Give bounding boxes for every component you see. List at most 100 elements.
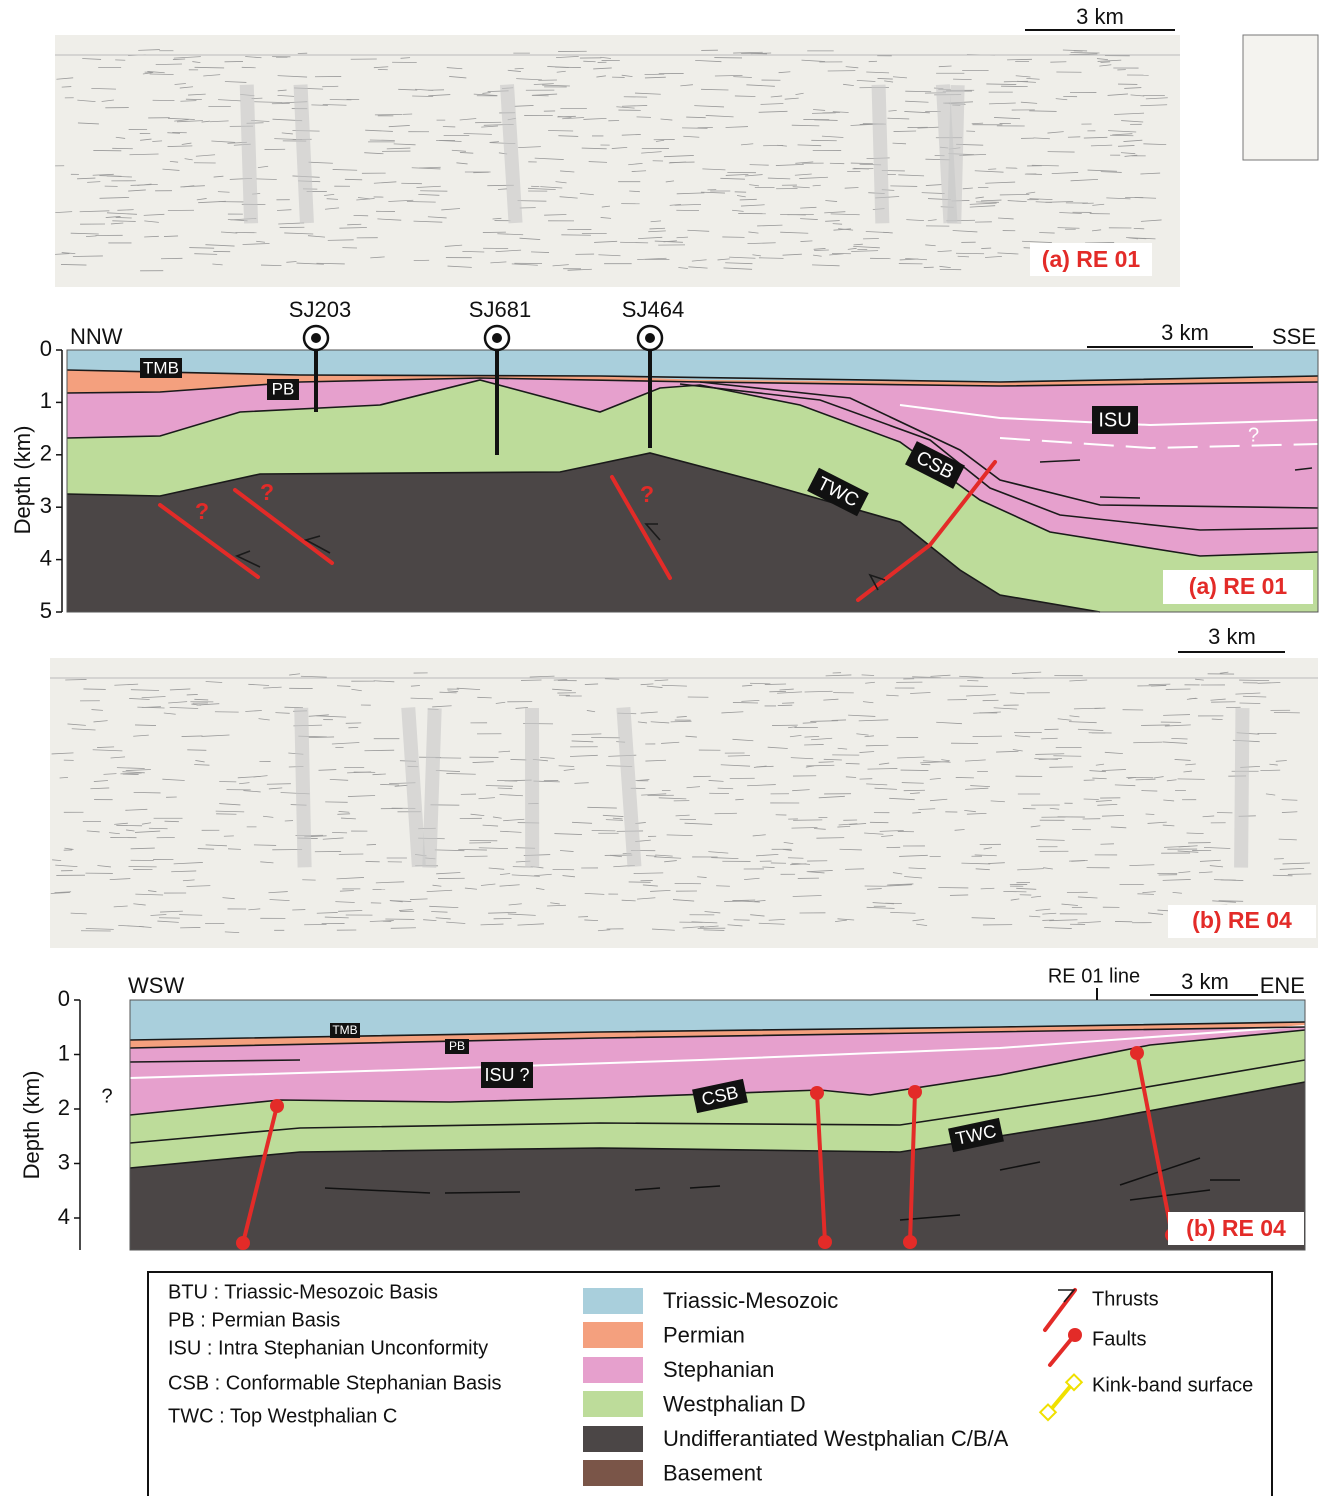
swatch: [583, 1460, 643, 1486]
tick-label: 3: [40, 493, 52, 518]
seismic-reflector: [347, 224, 361, 225]
seismic-reflector: [905, 91, 931, 92]
legend-formation: Undifferantiated Westphalian C/B/A: [663, 1426, 1009, 1451]
legend-formation: Westphalian D: [663, 1391, 806, 1416]
seismic-reflector: [1274, 712, 1300, 713]
seismic-reflector: [1273, 875, 1293, 876]
line-marker: RE 01 line: [1048, 965, 1140, 987]
tick-label: 0: [40, 336, 52, 361]
seismic-reflector: [973, 736, 1002, 737]
seismic-reflector: [1178, 779, 1205, 780]
seismic-reflector: [150, 74, 174, 75]
legend-symbol: Faults: [1092, 1328, 1146, 1350]
legend-abbreviation: TWC : Top Westphalian C: [168, 1405, 397, 1427]
unit-label: PB: [449, 1039, 465, 1053]
fault-symbol: [1068, 1328, 1082, 1342]
seismic-reflector: [73, 256, 103, 257]
scale-label: 3 km: [1208, 624, 1256, 649]
seismic-reflector: [254, 845, 276, 846]
direction-label: SSE: [1272, 324, 1316, 349]
seismic-reflector: [750, 165, 769, 166]
seismic-reflector: [477, 697, 491, 698]
seismic-reflector: [814, 250, 829, 251]
well-dot: [311, 333, 321, 343]
seismic-reflector: [901, 770, 929, 771]
seismic-reflector: [284, 707, 303, 708]
seismic-reflector: [518, 201, 547, 202]
seismic-reflector: [62, 87, 72, 88]
seismic-reflector: [322, 86, 338, 87]
seismic-reflector: [788, 858, 803, 859]
seismic-reflector: [1110, 135, 1133, 136]
panel-label: (a) RE 01: [1042, 246, 1141, 272]
seismic-reflector: [816, 838, 844, 839]
seismic-reflector: [332, 832, 347, 833]
question-mark: ?: [101, 1085, 112, 1107]
swatch: [583, 1426, 643, 1452]
unit-label: PB: [272, 379, 295, 398]
fault-end: [818, 1235, 832, 1249]
seismic-image-b: [50, 658, 1318, 948]
seismic-reflector: [866, 745, 889, 746]
section-b: [130, 1000, 1305, 1250]
seismic-reflector: [370, 140, 395, 141]
fault-end: [1130, 1046, 1144, 1060]
swatch: [583, 1322, 643, 1348]
tick-label: 2: [40, 441, 52, 466]
seismic-reflector: [367, 844, 376, 845]
legend-formation: Basement: [663, 1460, 762, 1485]
seismic-reflector: [1053, 756, 1081, 757]
well-dot: [492, 333, 502, 343]
seismic-reflector: [173, 59, 185, 60]
fault-end: [810, 1086, 824, 1100]
seismic-reflector: [179, 915, 202, 916]
seismic-reflector: [981, 248, 991, 249]
seismic-reflector: [187, 694, 198, 695]
seismic-reflector: [1288, 874, 1311, 875]
reflector: [445, 1192, 520, 1193]
unit-label: TMB: [332, 1023, 357, 1037]
legend-formation: Triassic-Mesozoic: [663, 1288, 838, 1313]
axis-title: Depth (km): [10, 426, 35, 535]
tick-label: 5: [40, 598, 52, 623]
swatch: [583, 1391, 643, 1417]
seismic-reflector: [645, 74, 665, 75]
seismic-reflector: [894, 131, 917, 132]
panel-label: (a) RE 01: [1189, 573, 1288, 599]
seismic-reflector: [1003, 891, 1026, 892]
seismic-reflector: [890, 186, 917, 187]
direction-label: ENE: [1260, 973, 1305, 998]
legend-formation: Permian: [663, 1322, 745, 1347]
tick-label: 1: [58, 1040, 70, 1065]
scale-label: 3 km: [1076, 4, 1124, 29]
direction-label: NNW: [70, 324, 123, 349]
seismic-reflector: [1084, 799, 1099, 800]
well-name: SJ203: [289, 297, 351, 322]
fault-end: [270, 1099, 284, 1113]
seismic-reflector: [261, 265, 281, 266]
legend-formation: Stephanian: [663, 1357, 774, 1382]
seismic-band: [525, 708, 539, 868]
tick-label: 3: [58, 1149, 70, 1174]
seismic-reflector: [819, 762, 834, 763]
seismic-reflector: [956, 253, 984, 254]
seismic-reflector: [769, 691, 786, 692]
direction-label: WSW: [128, 973, 184, 998]
scale-label: 3 km: [1161, 320, 1209, 345]
tick-label: 2: [58, 1095, 70, 1120]
swatch: [583, 1357, 643, 1383]
unit-label: ISU: [1098, 409, 1131, 431]
panel-label: (b) RE 04: [1186, 1215, 1286, 1241]
seismic-reflector: [759, 258, 784, 259]
seismic-reflector: [605, 679, 619, 680]
fault-end: [903, 1235, 917, 1249]
axis-title: Depth (km): [19, 1071, 44, 1180]
seismic-reflector: [646, 856, 656, 857]
scale-label: 3 km: [1181, 969, 1229, 994]
seismic-band: [1234, 708, 1249, 868]
seismic-reflector: [532, 95, 549, 96]
tick-label: 0: [58, 986, 70, 1011]
seismic-reflector: [735, 96, 756, 97]
seismic-reflector: [1141, 791, 1157, 792]
seismic-reflector: [1071, 53, 1100, 54]
